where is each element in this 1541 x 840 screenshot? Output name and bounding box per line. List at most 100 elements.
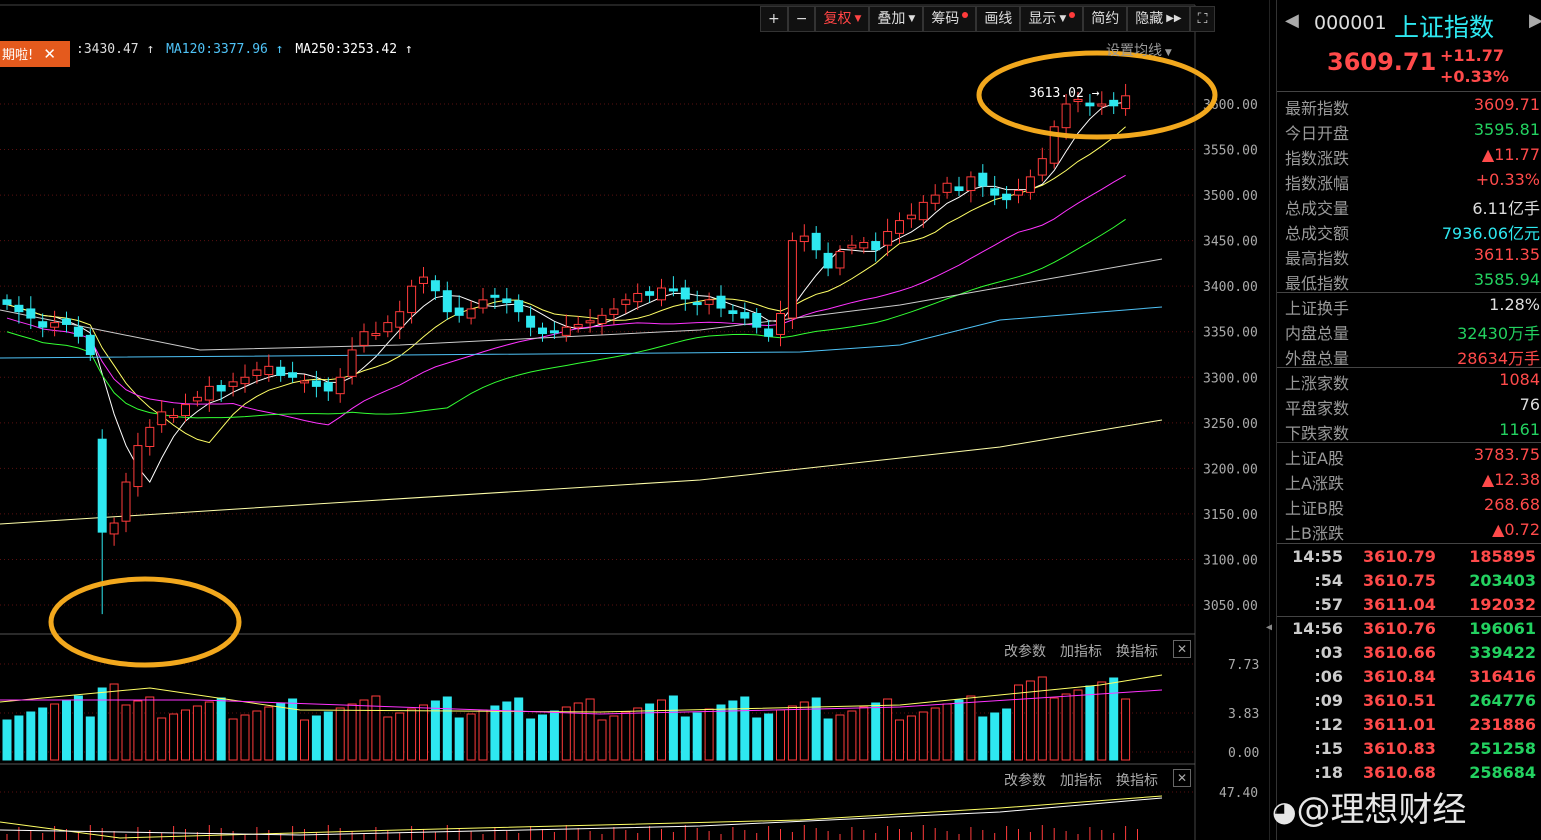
ind-close-icon[interactable]: ✕	[1173, 769, 1191, 787]
volume-bar	[323, 711, 333, 761]
tick-volume: 264776	[1469, 691, 1536, 710]
candle-body	[1097, 103, 1107, 107]
tick-price: 3610.75	[1363, 571, 1436, 590]
quote-label: 总成交量	[1285, 199, 1350, 218]
volume-bar	[692, 712, 702, 761]
candle-body	[85, 334, 95, 356]
candle-body	[835, 251, 845, 269]
promo-banner[interactable]: 期啦! ✕	[0, 41, 70, 67]
quote-label: 上B涨跌	[1285, 524, 1344, 543]
candle-body	[549, 330, 559, 334]
volume-bar	[395, 712, 405, 761]
kline-chart[interactable]: 3600.00 3550.00 3500.00 3450.00 3400.00 3350.…	[0, 0, 1270, 840]
fullscreen-button[interactable]: ⛶	[1189, 6, 1216, 32]
candle-body	[204, 385, 214, 401]
close-icon[interactable]: ✕	[43, 45, 56, 63]
volume-bar	[216, 697, 226, 761]
quote-row: 上A涨跌 ▲12.38	[1277, 468, 1541, 493]
fuquan-dropdown[interactable]: 复权 ▼	[815, 6, 870, 32]
panel-splitter-handle[interactable]: ◀	[1266, 622, 1273, 633]
price-change-pct: +0.33%	[1440, 67, 1509, 86]
stock-name: 上证指数	[1394, 13, 1495, 42]
tick-row: 14:56 3610.76 196061	[1277, 619, 1541, 643]
prev-stock-icon[interactable]: ◀	[1285, 10, 1299, 31]
quote-value: ▲12.38	[1481, 470, 1540, 489]
candle-body	[133, 445, 143, 488]
volume-bar	[252, 710, 262, 761]
tick-volume: 251258	[1469, 739, 1536, 758]
volume-bar	[573, 702, 583, 761]
overlay-dropdown[interactable]: 叠加 ▼	[869, 6, 924, 32]
quote-label: 下跌家数	[1285, 424, 1350, 443]
candle-body	[240, 376, 250, 385]
tick-price: 3610.51	[1363, 691, 1436, 710]
vol-switch-indicator-button[interactable]: 换指标	[1116, 644, 1158, 660]
tick-time: :03	[1314, 643, 1343, 662]
volume-bar	[240, 714, 250, 761]
volume-bar	[109, 683, 119, 761]
tick-row: :03 3610.66 339422	[1277, 643, 1541, 667]
volume-bar	[14, 715, 24, 761]
volume-bar	[668, 695, 678, 761]
notification-dot-icon	[962, 12, 969, 18]
hide-button[interactable]: 隐藏 ▶▶	[1127, 6, 1190, 32]
hide-label: 隐藏	[1135, 11, 1164, 27]
candle-body	[966, 176, 976, 192]
volume-bar	[549, 710, 559, 761]
quote-label: 上证B股	[1285, 499, 1344, 518]
candle-body	[538, 327, 547, 335]
quote-row: 最新指数 3609.71	[1277, 93, 1541, 118]
volume-bar	[906, 715, 916, 761]
draw-line-button[interactable]: 画线	[976, 6, 1021, 32]
candle-body	[692, 302, 702, 306]
candle-body	[323, 382, 333, 392]
watermark: ◕@理想财经	[1272, 782, 1466, 831]
tick-price: 3610.76	[1363, 619, 1436, 638]
quote-value: 28634万手	[1457, 349, 1540, 368]
volume-bar	[895, 719, 904, 761]
vol-close-icon[interactable]: ✕	[1173, 640, 1191, 658]
quote-label: 上证A股	[1285, 449, 1344, 468]
candle-body	[502, 298, 512, 304]
simple-mode-button[interactable]: 简约	[1083, 6, 1128, 32]
candle-body	[216, 384, 226, 392]
tick-volume: 196061	[1469, 619, 1536, 638]
price-axis-label: 3450.00	[1203, 235, 1258, 250]
chevron-down-icon: ▼	[854, 14, 862, 24]
divider	[1277, 91, 1541, 92]
next-stock-icon[interactable]: ▶	[1529, 10, 1541, 31]
candle-body	[1049, 126, 1059, 164]
display-dropdown[interactable]: 显示 ▼	[1020, 6, 1084, 32]
zoom-in-button[interactable]: +	[760, 6, 788, 32]
candle-body	[645, 291, 655, 296]
candle-body	[859, 241, 869, 249]
candle-body	[335, 376, 345, 395]
volume-bar	[514, 697, 524, 761]
moving-average-line	[6, 174, 1126, 426]
quote-value: ▲0.72	[1492, 520, 1540, 539]
ind-switch-indicator-button[interactable]: 换指标	[1116, 773, 1158, 789]
zoom-out-button[interactable]: −	[787, 6, 816, 32]
quote-label: 上A涨跌	[1285, 474, 1344, 493]
candle-body	[895, 220, 904, 234]
vol-add-indicator-button[interactable]: 加指标	[1060, 644, 1102, 660]
ind-change-params-button[interactable]: 改参数	[1004, 773, 1046, 789]
price-axis-label: 3150.00	[1203, 508, 1258, 523]
ma-settings-button[interactable]: 设置均线 ▼	[1106, 43, 1172, 59]
vol-change-params-button[interactable]: 改参数	[1004, 644, 1046, 660]
tick-row: :06 3610.84 316416	[1277, 667, 1541, 691]
tick-time: :57	[1314, 595, 1343, 614]
volume-bar	[62, 699, 71, 761]
volume-bar	[73, 695, 83, 761]
candle-body	[347, 349, 357, 377]
quote-label: 内盘总量	[1285, 324, 1350, 343]
candle-body	[561, 326, 571, 336]
quote-row: 上证A股 3783.75	[1277, 443, 1541, 468]
divider	[1277, 543, 1541, 544]
volume-bar	[97, 687, 107, 761]
candle-body	[847, 244, 857, 249]
volume-bar	[1037, 676, 1047, 761]
ind-add-indicator-button[interactable]: 加指标	[1060, 773, 1102, 789]
chip-distribution-button[interactable]: 筹码	[923, 6, 977, 32]
candle-body	[906, 214, 916, 220]
